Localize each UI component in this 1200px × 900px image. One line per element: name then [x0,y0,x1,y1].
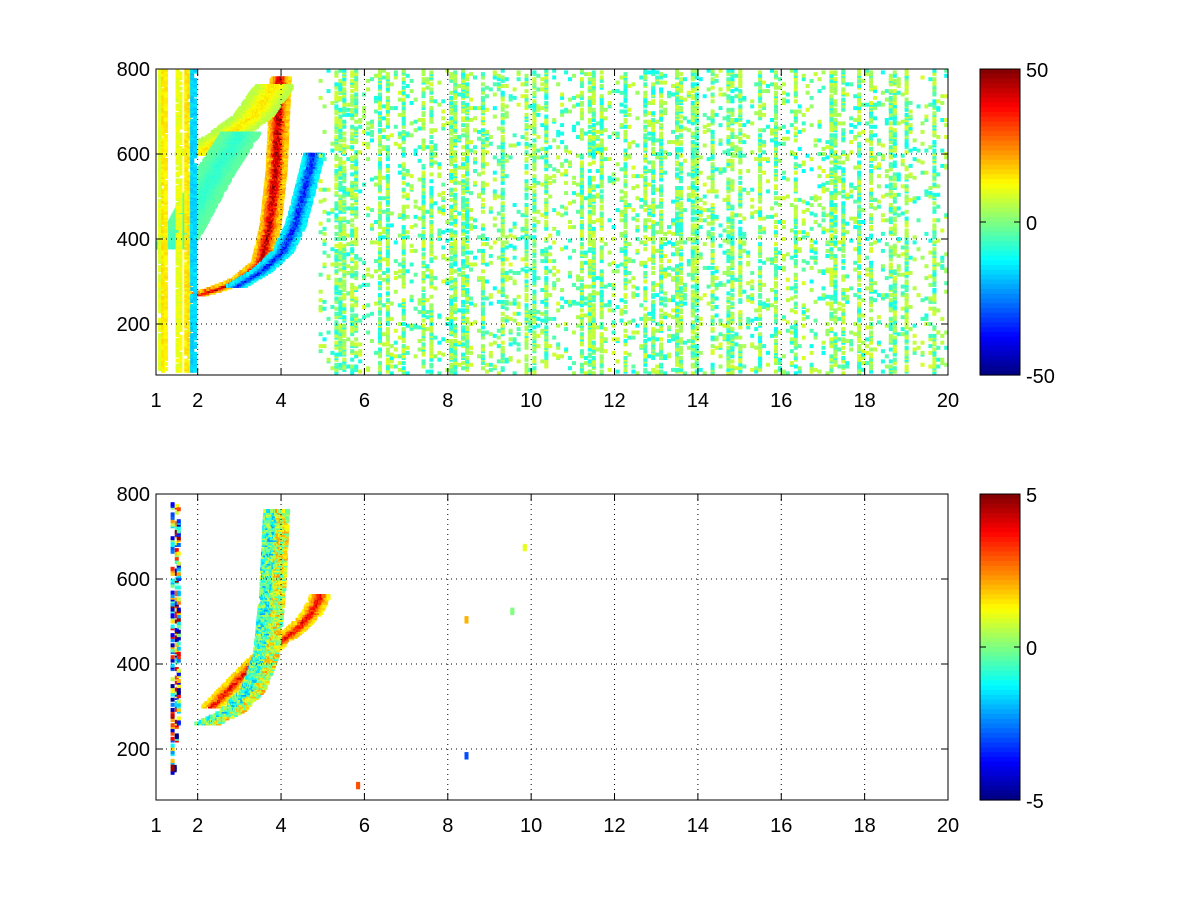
heatmap-cell [289,84,293,88]
heatmap-cell [287,76,292,81]
heatmap-cell [292,244,297,249]
heatmap-cell [218,282,223,287]
heatmap-cells [156,69,948,375]
